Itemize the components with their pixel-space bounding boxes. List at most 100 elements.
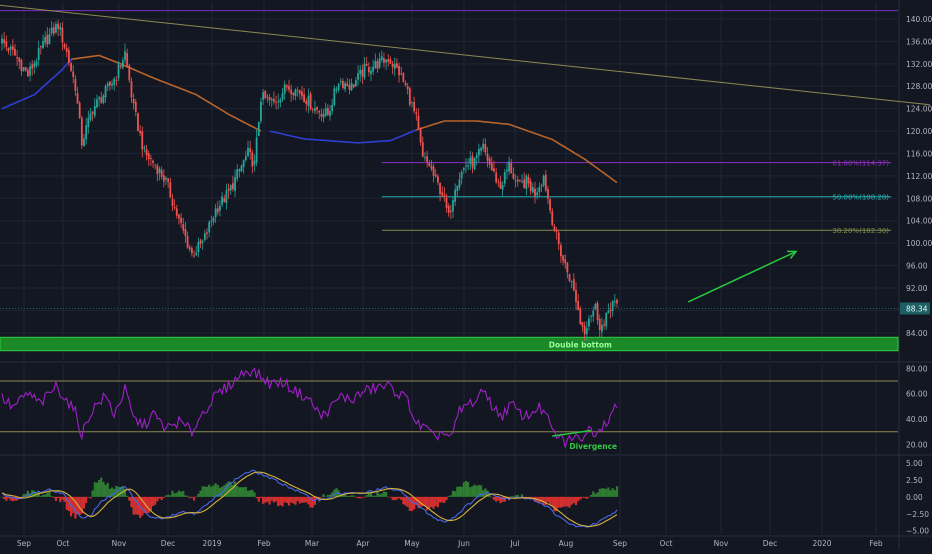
candle-body xyxy=(592,310,595,317)
macd-panel xyxy=(0,469,619,528)
macd-histogram-bar xyxy=(499,496,502,504)
candle-body xyxy=(137,113,139,132)
macd-histogram-bar xyxy=(123,488,127,497)
macd-histogram-bar xyxy=(240,487,243,497)
macd-histogram-bar xyxy=(5,496,8,501)
candle-body xyxy=(318,111,321,113)
candle-body xyxy=(389,59,392,64)
fib-level-label: 61.80%(114.37) xyxy=(832,160,889,168)
macd-histogram-bar xyxy=(160,496,163,501)
candle-body xyxy=(514,180,517,182)
candle-body xyxy=(178,214,180,219)
macd-histogram-bar xyxy=(365,495,368,497)
macd-histogram-bar xyxy=(462,482,465,497)
candle-body xyxy=(290,89,293,95)
macd-histogram-bar xyxy=(259,496,263,499)
price-axis-tick: 128.00 xyxy=(906,82,932,91)
candle-body xyxy=(324,108,327,116)
candle-body xyxy=(134,101,137,113)
macd-histogram-bar xyxy=(605,488,608,497)
macd-histogram-bar xyxy=(151,496,155,507)
candle-body xyxy=(255,137,258,163)
candle-body xyxy=(197,242,200,253)
candle-body xyxy=(473,157,476,170)
macd-histogram-bar xyxy=(542,496,545,505)
candle-body xyxy=(128,65,131,81)
macd-histogram-bar xyxy=(218,487,222,497)
candle-body xyxy=(585,328,588,335)
candle-body xyxy=(346,83,349,86)
macd-histogram-bar xyxy=(328,494,332,497)
macd-histogram-bar xyxy=(162,496,165,498)
candle-body xyxy=(156,165,159,175)
candle-body xyxy=(227,188,230,191)
macd-histogram-bar xyxy=(430,496,433,508)
macd-histogram-bar xyxy=(61,496,64,500)
candle-body xyxy=(281,93,284,100)
macd-histogram-bar xyxy=(400,496,403,500)
candle-body xyxy=(100,97,103,103)
candle-body xyxy=(214,208,217,218)
candle-body xyxy=(279,99,282,103)
macd-histogram-bar xyxy=(195,496,198,498)
candle-body xyxy=(342,80,344,88)
candle-body xyxy=(234,177,236,191)
candle-body xyxy=(361,69,364,77)
macd-histogram-bar xyxy=(272,496,275,503)
macd-histogram-bar xyxy=(572,496,575,504)
candle-body xyxy=(551,211,554,225)
macd-histogram-bar xyxy=(143,496,146,513)
macd-histogram-bar xyxy=(598,488,601,497)
macd-histogram-bar xyxy=(48,491,51,497)
candle-body xyxy=(503,172,506,184)
macd-histogram-bar xyxy=(318,496,321,502)
candle-body xyxy=(590,315,593,317)
candle-body xyxy=(188,247,191,250)
candle-body xyxy=(26,69,29,77)
macd-histogram-bar xyxy=(279,496,282,506)
moving-average-blue xyxy=(1,58,72,110)
macd-histogram-bar xyxy=(387,496,390,498)
candle-body xyxy=(486,153,489,161)
macd-histogram-bar xyxy=(421,496,424,507)
candle-body xyxy=(70,63,72,71)
macd-histogram-bar xyxy=(596,492,599,497)
candle-body xyxy=(76,93,79,104)
macd-histogram-bar xyxy=(311,496,314,508)
candle-body xyxy=(80,117,83,146)
macd-histogram-bar xyxy=(0,496,4,498)
candle-body xyxy=(152,160,154,164)
candle-body xyxy=(510,163,513,174)
candle-body xyxy=(518,179,521,181)
macd-histogram-bar xyxy=(406,496,409,507)
macd-histogram-bar xyxy=(141,496,144,516)
time-axis-tick: Apr xyxy=(357,539,371,548)
macd-histogram-bar xyxy=(225,483,228,497)
candle-body xyxy=(488,158,491,165)
macd-histogram-bar xyxy=(156,496,159,502)
candle-body xyxy=(236,169,239,179)
support-zone xyxy=(0,336,899,352)
candle-body xyxy=(335,89,338,91)
macd-histogram-bar xyxy=(436,496,439,508)
macd-histogram-bar xyxy=(106,482,109,497)
macd-histogram-bar xyxy=(402,496,405,505)
macd-histogram-bar xyxy=(520,494,524,497)
macd-histogram-bar xyxy=(167,494,170,497)
candle-body xyxy=(579,308,582,324)
candle-body xyxy=(387,59,390,62)
macd-histogram-bar xyxy=(410,496,414,512)
macd-histogram-bar xyxy=(320,496,323,498)
up-arrow-shaft xyxy=(687,250,797,303)
moving-average-orange xyxy=(70,54,262,132)
macd-histogram-bar xyxy=(203,486,206,497)
macd-histogram-bar xyxy=(221,486,224,497)
macd-histogram-bar xyxy=(475,485,478,497)
macd-histogram-bar xyxy=(69,496,73,517)
macd-histogram-bar xyxy=(540,496,543,503)
macd-histogram-bar xyxy=(359,496,362,499)
candle-body xyxy=(9,46,12,50)
candle-body xyxy=(497,181,500,183)
macd-histogram-bar xyxy=(253,492,256,497)
candle-body xyxy=(193,255,195,257)
